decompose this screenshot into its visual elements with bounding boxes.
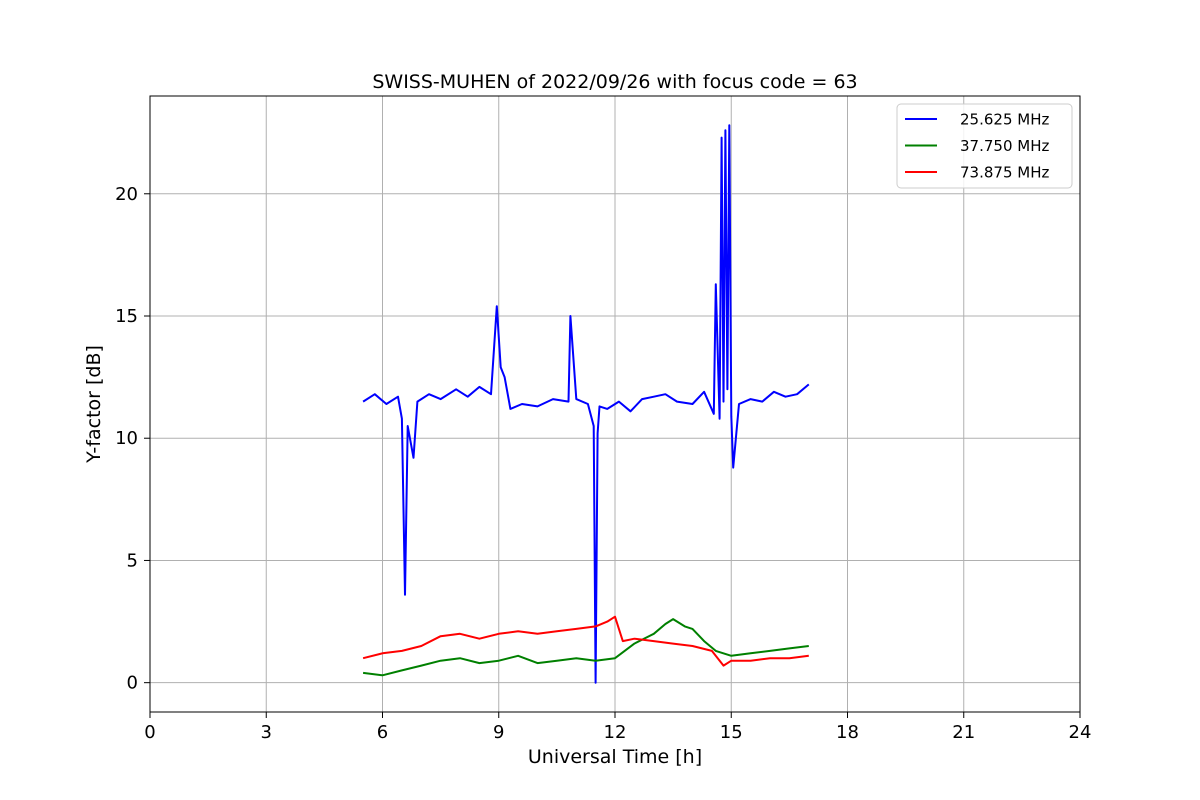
series-line-2	[362, 615, 809, 667]
series-line-1	[362, 618, 809, 677]
legend: 25.625 MHz 37.750 MHz 73.875 MHz	[896, 103, 1073, 189]
x-tick-label: 12	[604, 722, 627, 743]
x-tick-label: 21	[952, 722, 975, 743]
y-tick-label: 0	[127, 673, 138, 694]
legend-label: 73.875 MHz	[960, 164, 1049, 182]
x-tick-label: 15	[720, 722, 743, 743]
legend-label: 25.625 MHz	[960, 111, 1049, 129]
legend-box	[896, 103, 1073, 189]
x-axis-label: Universal Time [h]	[528, 746, 702, 768]
series-line-0	[362, 124, 810, 684]
x-tick-label: 3	[261, 722, 272, 743]
y-tick-label: 5	[127, 550, 138, 571]
y-tick-label: 15	[115, 306, 138, 327]
chart-title: SWISS-MUHEN of 2022/09/26 with focus cod…	[372, 71, 857, 93]
y-tick-label: 20	[115, 184, 138, 205]
plot-area	[362, 124, 810, 684]
legend-label: 37.750 MHz	[960, 137, 1049, 155]
x-tick-label: 0	[144, 722, 155, 743]
x-tick-label: 9	[493, 722, 504, 743]
x-tick-label: 6	[377, 722, 388, 743]
x-tick-label: 18	[836, 722, 859, 743]
y-tick-label: 10	[115, 428, 138, 449]
y-axis-label: Y-factor [dB]	[83, 345, 105, 464]
x-tick-label: 24	[1069, 722, 1092, 743]
axis-ticks: 0 3 6 9 12 15 18 21 24 0 5 10 15 20	[115, 184, 1091, 743]
